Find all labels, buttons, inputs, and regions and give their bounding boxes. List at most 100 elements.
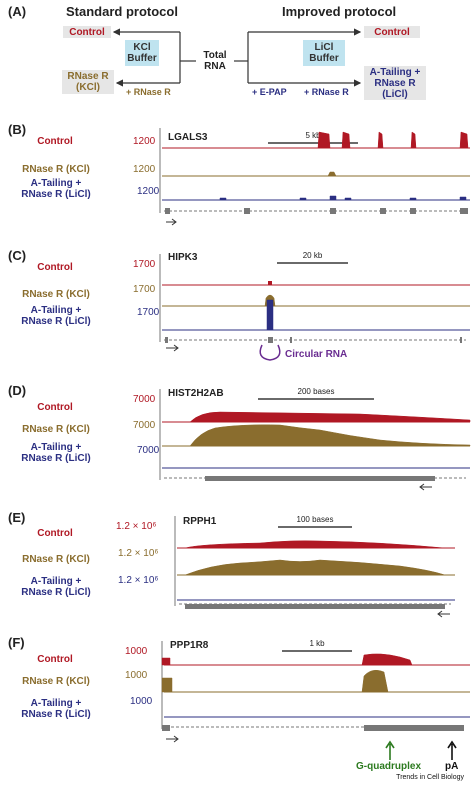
- panel-f-gene-name: PPP1R8: [170, 640, 209, 651]
- panel-f-kcl-right: [361, 669, 389, 693]
- panel-c-exon-1: [268, 337, 273, 343]
- panel-b-kcl-small-peak: [327, 171, 337, 177]
- panel-b-gene-name: LGALS3: [168, 132, 208, 143]
- panel-f-strand-arrow: [166, 735, 179, 743]
- panel-d-scale-label: 200 bases: [297, 387, 335, 396]
- panel-d-ymax-2: 7000: [137, 445, 160, 456]
- panel-b-rnase-kcl-label: RNase R (KCl): [22, 164, 90, 175]
- panel-d-rnase-kcl-label: RNase R (KCl): [22, 424, 90, 435]
- panel-f-control-label: Control: [37, 654, 73, 665]
- panel-d-control-label: Control: [37, 402, 73, 413]
- total-rna-label: Total RNA: [203, 50, 227, 72]
- panel-e-ymax-1: 1.2 × 10⁶: [118, 548, 159, 559]
- panel-d-label: (D): [8, 383, 27, 398]
- plus-rnase-r-left: + RNase R: [126, 87, 171, 97]
- atail-label-line1: A-Tailing +: [30, 576, 82, 587]
- panel-e-strand-arrow: [437, 610, 450, 618]
- panel-f-control-left: [161, 657, 171, 666]
- panel-b-exon-3: [380, 208, 386, 214]
- atail-label-line1: A-Tailing +: [30, 698, 82, 709]
- licl-buffer-box: LiCl Buffer: [303, 40, 345, 66]
- panel-c-rnase-kcl-label: RNase R (KCl): [22, 289, 90, 300]
- panel-c-exon-3: [460, 337, 462, 343]
- panel-c-control-blip: [268, 281, 272, 285]
- panel-b-control-peak-4: [459, 131, 469, 149]
- panel-c-gene-name: HIPK3: [168, 252, 198, 263]
- panel-b-control-peak-3: [410, 131, 417, 149]
- panel-c-exon-2: [290, 337, 292, 343]
- panel-f-ymax-1: 1000: [125, 670, 148, 681]
- panel-c-label: (C): [8, 248, 27, 263]
- panel-c-scale-label: 20 kb: [302, 251, 323, 260]
- panel-f-g4-arrow: [385, 740, 395, 760]
- rnase-r-kcl-box: RNase R (KCl): [62, 70, 114, 94]
- atailing-box: A-Tailing + RNase R (LiCl): [364, 66, 426, 100]
- panel-d-gene-body: [205, 476, 435, 481]
- panel-f-ymax-0: 1000: [125, 646, 148, 657]
- panel-c-ymax-0: 1700: [133, 259, 156, 270]
- panel-b-exon-0: [165, 208, 170, 214]
- panel-b-atail-label: A-Tailing + RNase R (LiCl): [14, 178, 98, 200]
- panel-b-control-peak-1: [341, 131, 351, 149]
- panel-f-rnase-kcl-label: RNase R (KCl): [22, 676, 90, 687]
- improved-protocol-header: Improved protocol: [282, 4, 397, 19]
- panel-d-ymax-0: 7000: [133, 394, 156, 405]
- atail-label-line2: RNase R (LiCl): [21, 189, 91, 200]
- panel-b-atail-blip-2: [329, 195, 337, 201]
- atail-label-line2: RNase R (LiCl): [21, 587, 91, 598]
- panel-f-scale-label: 1 kb: [309, 639, 325, 648]
- panel-e-rnase-kcl-label: RNase R (KCl): [22, 554, 90, 565]
- atail-label-line2: RNase R (LiCl): [21, 709, 91, 720]
- panel-c-circle-icon: [259, 344, 281, 361]
- atail-label-line1: A-Tailing +: [30, 178, 82, 189]
- panel-d-kcl-signal: [189, 424, 471, 447]
- panel-d-control-signal: [189, 411, 471, 423]
- panel-a-label: (A): [8, 4, 27, 19]
- panel-e-atail-label: A-Tailing + RNase R (LiCl): [14, 576, 98, 598]
- panel-c-exon-0: [165, 337, 168, 343]
- panel-c-strand-arrow: [166, 344, 179, 352]
- panel-b-atail-blip-3: [344, 197, 352, 201]
- panel-b-atail-blip-5: [459, 196, 467, 201]
- panel-b-atail-blip-4: [409, 197, 417, 201]
- atail-label-line2: RNase R (LiCl): [21, 453, 91, 464]
- plus-epap-label: + E-PAP: [252, 87, 287, 97]
- panel-e-ymax-2: 1.2 × 10⁶: [118, 575, 159, 586]
- journal-footer: Trends in Cell Biology: [396, 774, 464, 781]
- panel-b-atail-blip-1: [299, 197, 307, 201]
- plus-rnase-r-right: + RNase R: [304, 87, 349, 97]
- atail-label-line2: RNase R (LiCl): [21, 316, 91, 327]
- panel-e-gene-body: [185, 604, 445, 609]
- panel-b-atail-blip-0: [219, 197, 227, 201]
- panel-d-strand-arrow: [419, 483, 432, 491]
- panel-c-circular-rna-label: Circular RNA: [285, 349, 348, 360]
- panel-c-atail-label: A-Tailing + RNase R (LiCl): [14, 305, 98, 327]
- panel-b-control-peak-2: [377, 131, 384, 149]
- kcl-buffer-box: KCl Buffer: [125, 40, 159, 66]
- panel-f-g4-label: G-quadruplex: [356, 761, 422, 772]
- panel-f-label: (F): [8, 635, 25, 650]
- panel-b-control-label: Control: [37, 136, 73, 147]
- panel-d-atail-label: A-Tailing + RNase R (LiCl): [14, 442, 98, 464]
- panel-d-ymax-1: 7000: [133, 420, 156, 431]
- panel-f-exon-left: [162, 725, 170, 731]
- panel-f-atail-label: A-Tailing + RNase R (LiCl): [14, 698, 98, 720]
- control-right-box: Control: [364, 26, 420, 38]
- panel-f-pa-label: pA: [445, 761, 459, 772]
- panel-b-ymax-1: 1200: [133, 164, 156, 175]
- panel-e-gene-name: RPPH1: [183, 516, 217, 527]
- panel-b-exon-5: [460, 208, 468, 214]
- panel-d-gene-name: HIST2H2AB: [168, 388, 224, 399]
- standard-protocol-header: Standard protocol: [66, 4, 178, 19]
- panel-f-ymax-2: 1000: [130, 696, 153, 707]
- panel-e-control-label: Control: [37, 528, 73, 539]
- panel-f-exon-right: [364, 725, 464, 731]
- panel-b-label: (B): [8, 122, 27, 137]
- atail-label-line1: A-Tailing +: [30, 442, 82, 453]
- panel-b-strand-arrow: [166, 218, 177, 226]
- panel-e-control-signal: [184, 540, 446, 549]
- panel-e-scale-label: 100 bases: [296, 515, 334, 524]
- panel-b-exon-2: [330, 208, 336, 214]
- panel-c-ymax-1: 1700: [133, 284, 156, 295]
